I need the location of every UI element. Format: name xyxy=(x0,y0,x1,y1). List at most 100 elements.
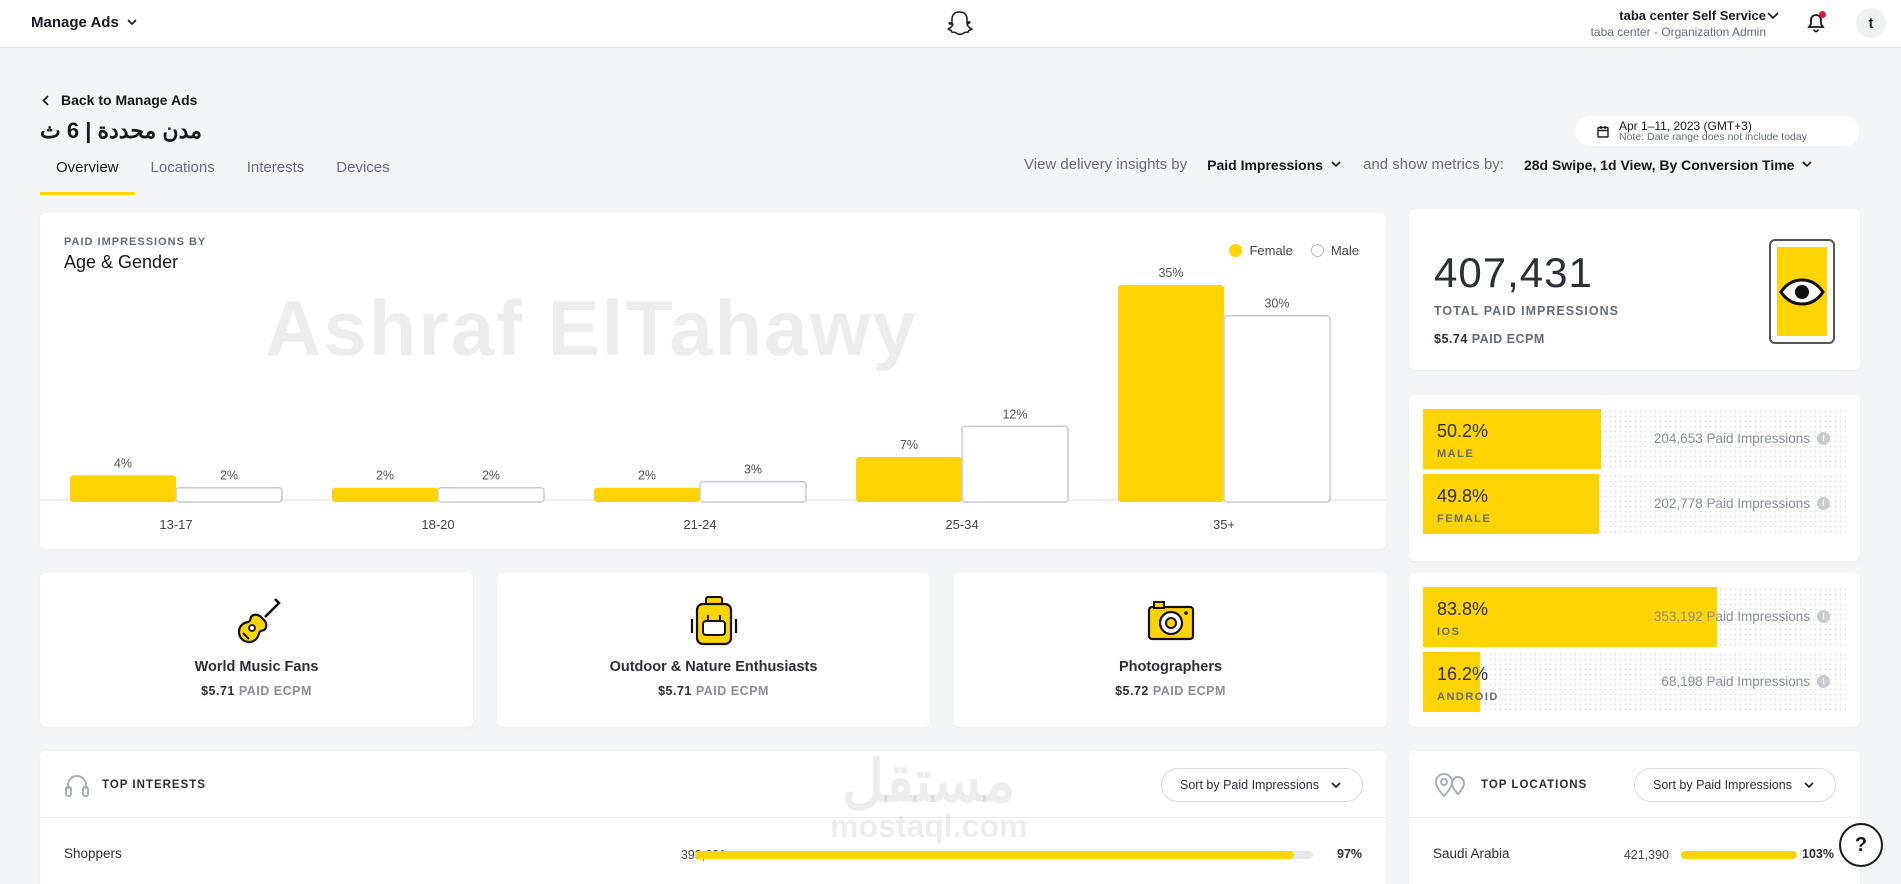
data-label-male-25-34: 12% xyxy=(1002,407,1027,421)
bar-male-35+ xyxy=(1223,314,1331,503)
split-row-android[interactable]: 16.2% ANDROID 68,198 Paid Impressions i xyxy=(1423,652,1846,712)
insights-prefix: View delivery insights by xyxy=(1024,156,1188,173)
row-bar xyxy=(1681,851,1797,859)
metrics-value: 28d Swipe, 1d View, By Conversion Time xyxy=(1523,156,1795,173)
chart-legend: Female Male xyxy=(1229,243,1359,258)
help-button[interactable]: ? xyxy=(1839,823,1883,867)
data-label-female-13-17: 4% xyxy=(114,456,132,470)
manage-ads-menu[interactable]: Manage Ads xyxy=(31,14,137,31)
insights-dropdown[interactable]: Paid Impressions xyxy=(1207,157,1341,173)
bar-female-18-20 xyxy=(332,487,438,502)
x-tick-label-13-17: 13-17 xyxy=(159,517,192,532)
split-pct: 16.2% xyxy=(1437,664,1489,684)
tab-devices[interactable]: Devices xyxy=(336,159,390,176)
interest-card-world-music[interactable]: World Music Fans $5.71 PAID ECPM xyxy=(40,573,473,727)
split-count: 204,653 Paid Impressions xyxy=(1653,431,1810,446)
watermark-sub: mostaql.com xyxy=(830,808,1028,844)
date-range-picker[interactable]: Apr 1–11, 2023 (GMT+3) Note: Date range … xyxy=(1575,116,1859,146)
sort-locations-dropdown[interactable]: Sort by Paid Impressions xyxy=(1634,768,1836,802)
insights-controls: View delivery insights by Paid Impressio… xyxy=(1024,156,1813,173)
interest-ecpm: $5.71 PAID ECPM xyxy=(497,684,930,698)
info-icon[interactable]: i xyxy=(1817,610,1830,623)
insights-value: Paid Impressions xyxy=(1207,156,1324,173)
row-bar xyxy=(695,851,1313,859)
paid-ecpm: $5.74 PAID ECPM xyxy=(1434,332,1545,346)
interest-name: World Music Fans xyxy=(194,659,319,675)
notifications-bell-icon[interactable] xyxy=(1801,8,1831,38)
date-range-value: Apr 1–11, 2023 (GMT+3) xyxy=(1619,118,1752,133)
chevron-down-icon xyxy=(127,19,137,26)
top-locations-header: TOP LOCATIONS xyxy=(1433,772,1587,798)
tab-locations[interactable]: Locations xyxy=(150,159,215,176)
account-info[interactable]: taba center Self Service taba center - O… xyxy=(1591,7,1766,41)
headphones-icon xyxy=(65,775,89,797)
legend-male-label: Male xyxy=(1330,243,1359,258)
top-locations-title: TOP LOCATIONS xyxy=(1481,779,1588,791)
account-chevron-down-icon[interactable] xyxy=(1767,12,1779,20)
legend-female-swatch xyxy=(1229,244,1243,257)
bar-male-25-34 xyxy=(961,425,1069,503)
split-row-female[interactable]: 49.8% FEMALE 202,778 Paid Impressions i xyxy=(1423,474,1846,534)
total-impressions-label: TOTAL PAID IMPRESSIONS xyxy=(1434,304,1619,318)
sort-label: Sort by Paid Impressions xyxy=(1180,778,1319,792)
bar-female-25-34 xyxy=(856,457,962,502)
avatar[interactable]: t xyxy=(1856,8,1886,38)
row-bar-fill xyxy=(1681,851,1797,859)
watermark-text: Ashraf ElTahawy xyxy=(265,284,918,372)
split-pct: 50.2% xyxy=(1437,421,1489,441)
legend-female[interactable]: Female xyxy=(1229,243,1293,258)
data-label-female-21-24: 2% xyxy=(638,469,656,483)
split-row-male[interactable]: 50.2% MALE 204,653 Paid Impressions i xyxy=(1423,409,1846,469)
total-impressions-card: 407,431 TOTAL PAID IMPRESSIONS $5.74 PAI… xyxy=(1409,209,1860,370)
data-label-male-35+: 30% xyxy=(1264,297,1289,311)
top-interests-title: TOP INTERESTS xyxy=(102,779,206,791)
bar-male-13-17 xyxy=(175,486,283,503)
info-icon[interactable]: i xyxy=(1817,432,1830,445)
top-interests-card: TOP INTERESTS Sort by Paid Impressions S… xyxy=(40,751,1386,884)
snapchat-ghost-icon[interactable] xyxy=(946,10,974,38)
split-count: 353,192 Paid Impressions xyxy=(1653,609,1810,624)
interest-ecpm-label: PAID ECPM xyxy=(695,684,769,698)
top-interests-header: TOP INTERESTS xyxy=(64,772,206,798)
info-icon[interactable]: i xyxy=(1817,675,1830,688)
split-row-ios[interactable]: 83.8% IOS 353,192 Paid Impressions i xyxy=(1423,587,1846,647)
sort-label: Sort by Paid Impressions xyxy=(1653,778,1792,792)
manage-ads-label: Manage Ads xyxy=(31,14,119,31)
watermark-main: مستقل xyxy=(841,749,1016,814)
sort-interests-dropdown[interactable]: Sort by Paid Impressions xyxy=(1161,768,1363,802)
top-locations-card: TOP LOCATIONS Sort by Paid Impressions S… xyxy=(1409,751,1860,884)
split-label: FEMALE xyxy=(1437,513,1492,525)
x-tick-label-25-34: 25-34 xyxy=(945,517,978,532)
interest-card-photographers[interactable]: Photographers $5.72 PAID ECPM xyxy=(954,573,1387,727)
data-label-female-25-34: 7% xyxy=(900,438,918,452)
tab-overview[interactable]: Overview xyxy=(40,156,135,195)
metrics-dropdown[interactable]: 28d Swipe, 1d View, By Conversion Time xyxy=(1524,157,1813,173)
split-fill xyxy=(1423,474,1599,534)
date-range-note: Note: Date range does not include today xyxy=(1619,130,1807,143)
interest-card-outdoor[interactable]: Outdoor & Nature Enthusiasts $5.71 PAID … xyxy=(497,573,930,727)
row-name: Shoppers xyxy=(64,846,122,861)
interest-ecpm-label: PAID ECPM xyxy=(1152,684,1226,698)
bar-female-35+ xyxy=(1118,285,1224,502)
chart-kicker: PAID IMPRESSIONS BY xyxy=(64,236,207,248)
metrics-prefix: and show metrics by: xyxy=(1363,156,1504,173)
guitar-icon xyxy=(237,598,281,644)
back-to-manage-ads-link[interactable]: Back to Manage Ads xyxy=(42,92,197,108)
age-gender-bar-chart: 4% 2% 13-17 2% 2% 18-20 2% 3% 21-24 7% 12% 25-34 35%… xyxy=(40,266,1386,532)
tab-interests[interactable]: Interests xyxy=(246,159,305,176)
backpack-icon xyxy=(690,596,737,646)
interest-ecpm: $5.71 PAID ECPM xyxy=(40,684,473,698)
split-count: 202,778 Paid Impressions xyxy=(1653,496,1810,511)
split-fill xyxy=(1423,587,1717,647)
info-icon[interactable]: i xyxy=(1817,497,1830,510)
interest-ecpm-value: $5.72 xyxy=(1115,684,1149,698)
interest-ecpm-label: PAID ECPM xyxy=(238,684,312,698)
age-gender-chart-card: PAID IMPRESSIONS BY Age & Gender Ashraf … xyxy=(40,213,1386,549)
gender-split-card: 50.2% MALE 204,653 Paid Impressions i 49… xyxy=(1409,395,1860,561)
os-split-card: 83.8% IOS 353,192 Paid Impressions i 16.… xyxy=(1409,573,1860,727)
data-label-female-18-20: 2% xyxy=(376,469,394,483)
bar-male-18-20 xyxy=(437,486,545,503)
divider xyxy=(40,817,1386,818)
data-label-male-13-17: 2% xyxy=(220,469,238,483)
legend-male[interactable]: Male xyxy=(1310,243,1359,258)
